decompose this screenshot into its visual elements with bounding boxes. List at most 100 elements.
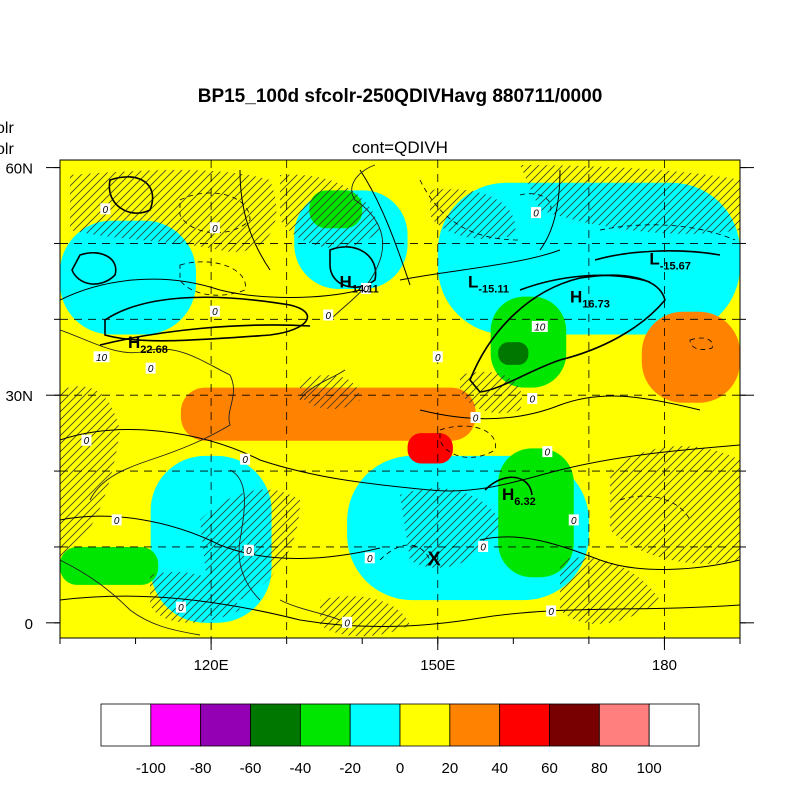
contour-label-text: 0 [367,554,373,565]
contour-label-bg [542,446,553,458]
colorbar-box [399,703,451,747]
colorbar-box [200,703,251,747]
shaded-region [498,448,574,578]
map-plot [60,160,740,638]
shaded-region [60,220,196,335]
colorbar-box [648,703,700,747]
marker-x: X [427,548,441,570]
left-label-fragment: olr [0,120,14,137]
pressure-center-label: L-15.67 [649,250,691,273]
contour-label: 0 [111,514,122,527]
axis-ticks [46,167,754,650]
colorbar-box [449,703,501,747]
colorbar-label: 20 [441,760,458,777]
contour-label: 10 [93,351,110,364]
contour-label: 0 [209,305,220,318]
contour-label-bg [470,411,481,423]
contour-label-text: 0 [148,364,154,375]
contour-label: 0 [240,453,251,466]
colorbar-label: 40 [491,760,508,777]
contour-lines [60,169,740,628]
colorbar-label: 80 [591,760,608,777]
pressure-center-label: H22.68 [128,333,168,356]
y-tick-label: 30N [5,388,33,405]
contour-label-text: 0 [529,395,535,406]
y-tick-label: 0 [25,616,33,633]
y-tick-label: 60N [5,161,33,178]
colorbar-box [549,703,600,747]
shaded-region [180,387,476,441]
colorbar-label: 100 [637,760,662,777]
contour-label-text: 0 [246,546,252,557]
contour-label-bg [100,203,111,215]
contour-label: 0 [100,203,111,216]
contour-label-text: 10 [534,322,546,333]
colorbar: -100 -80 -60 -40 -20 0 20 40 60 80 100 [100,703,700,777]
colorbar-box [100,703,152,747]
contour-label-bg [81,434,92,446]
colorbar-label: 60 [541,760,558,777]
contour-label: 10 [531,320,548,333]
contour-label: 0 [243,544,254,557]
left-label-fragment: olr [0,141,14,158]
grid-lines [60,160,740,638]
colorbar-label: -60 [240,760,262,777]
axis-tick-labels: 60N 30N 0 120E 150E 180 [5,161,676,674]
colorbar-label: -20 [339,760,361,777]
contour-label: 0 [470,411,481,424]
contour-label-bg [478,540,489,552]
contour-labels: 0 0 0 0 0 0 0 0 0 0 0 0 0 0 0 0 0 0 0 0 0 10 10 [81,203,579,629]
colorbar-box [349,703,401,747]
contour-label-bg [527,393,538,404]
contour-label-bg [175,601,186,613]
contour-label: 0 [478,540,489,553]
colorbar-box [598,703,650,747]
contour-label-bg [145,362,156,374]
contour-label-text: 0 [212,307,218,318]
x-tick-label: 120E [194,657,229,674]
left-label-fragments: olr olr [0,118,14,160]
contour-label-bg [323,309,334,321]
contour-label: 0 [175,601,186,614]
contour-label-text: 0 [325,311,331,322]
contour-label-bg [240,453,251,465]
contour-label-bg [546,605,557,617]
contour-label-text: 0 [363,284,369,295]
colorbar-label: -100 [136,760,166,777]
contour-label: 0 [568,514,579,527]
contour-label-text: 0 [178,603,184,614]
contour-label: 0 [323,309,334,322]
contour-label-text: 10 [96,353,108,364]
contour-label: 0 [546,605,557,618]
contour-label: 0 [364,552,375,565]
contour-label-bg [111,514,122,526]
shaded-region [498,342,529,365]
colorbar-label: 0 [396,760,404,777]
pressure-center-label: H14.11 [340,272,379,295]
contour-label: 0 [145,362,156,375]
colorbar-box [150,703,202,747]
shaded-region [407,433,453,464]
dashed-contours [179,179,736,561]
contour-label-bg [209,305,220,317]
contour-label-text: 0 [548,607,554,618]
contour-label-bg [93,351,110,363]
contour-label-bg [209,222,220,234]
contour-label: 0 [432,351,443,364]
hatched-areas [60,165,740,637]
contour-label-text: 0 [103,205,109,216]
x-tick-label: 180 [652,657,677,674]
chart-title: BP15_100d sfcolr-250QDIVHavg 880711/0000 [197,86,603,107]
pressure-center-label: H6.32 [502,485,536,508]
colorbar-box [499,703,550,747]
contour-label-text: 0 [242,455,248,466]
contour-label-bg [531,320,548,332]
contour-label-bg [364,552,375,564]
contour-label-text: 0 [571,516,577,527]
shaded-region [60,546,159,585]
colorbar-label: -40 [289,760,311,777]
contour-label-text: 0 [114,516,120,527]
cross-marker: X [427,548,441,570]
contour-label-text: 0 [84,436,90,447]
